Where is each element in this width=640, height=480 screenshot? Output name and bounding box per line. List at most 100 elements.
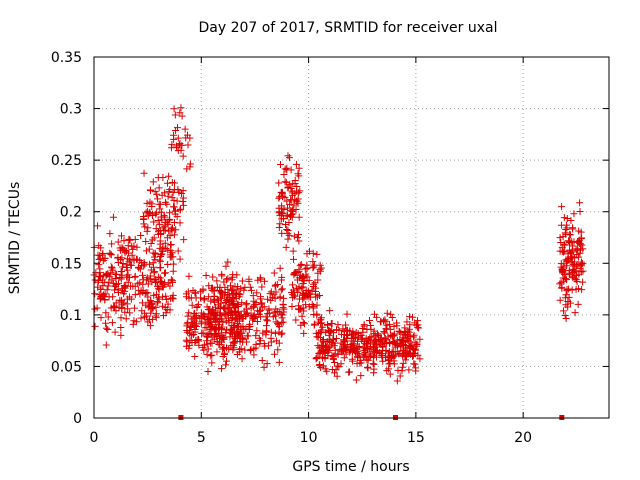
data-point bbox=[342, 347, 350, 355]
data-point bbox=[100, 271, 108, 279]
data-point bbox=[367, 352, 375, 360]
data-point bbox=[147, 297, 155, 305]
data-point bbox=[167, 295, 175, 303]
data-point bbox=[129, 320, 137, 328]
data-point bbox=[143, 227, 151, 235]
data-point bbox=[166, 251, 174, 259]
data-point bbox=[293, 234, 301, 242]
data-point bbox=[260, 363, 268, 371]
x-tick-label: 5 bbox=[197, 430, 206, 446]
data-point bbox=[390, 322, 398, 330]
data-point bbox=[241, 283, 249, 291]
data-point bbox=[257, 295, 265, 303]
data-point bbox=[91, 322, 99, 330]
data-point bbox=[116, 274, 124, 282]
data-point bbox=[185, 272, 193, 280]
data-point bbox=[288, 302, 296, 310]
data-point bbox=[221, 349, 229, 357]
data-point bbox=[207, 318, 215, 326]
data-point bbox=[137, 232, 145, 240]
data-point bbox=[149, 304, 157, 312]
data-point bbox=[364, 356, 372, 364]
data-point bbox=[138, 271, 146, 279]
data-point bbox=[396, 372, 404, 380]
data-point bbox=[104, 325, 112, 333]
data-point bbox=[304, 291, 312, 299]
data-point bbox=[176, 109, 184, 117]
data-point bbox=[334, 350, 342, 358]
data-point bbox=[176, 206, 184, 214]
data-point bbox=[386, 370, 394, 378]
data-point bbox=[222, 262, 230, 270]
y-tick-label: 0.05 bbox=[51, 359, 82, 375]
grid bbox=[94, 57, 609, 418]
x-tick-label: 15 bbox=[407, 430, 425, 446]
data-point bbox=[320, 346, 328, 354]
data-point bbox=[134, 280, 142, 288]
data-point bbox=[117, 331, 125, 339]
data-point bbox=[166, 232, 174, 240]
data-point bbox=[271, 350, 279, 358]
data-point bbox=[118, 244, 126, 252]
data-point bbox=[381, 329, 389, 337]
data-point bbox=[155, 286, 163, 294]
data-point bbox=[168, 140, 176, 148]
data-point bbox=[371, 337, 379, 345]
data-point bbox=[387, 331, 395, 339]
data-point bbox=[219, 353, 227, 361]
data-point bbox=[282, 243, 290, 251]
data-point bbox=[560, 240, 568, 248]
data-point bbox=[183, 320, 191, 328]
data-point bbox=[293, 183, 301, 191]
data-point bbox=[559, 307, 567, 315]
data-point bbox=[280, 205, 288, 213]
data-point bbox=[201, 313, 209, 321]
data-point bbox=[139, 276, 147, 284]
data-point bbox=[146, 275, 154, 283]
data-point bbox=[349, 330, 357, 338]
data-point bbox=[165, 188, 173, 196]
data-point bbox=[191, 326, 199, 334]
data-point bbox=[299, 319, 307, 327]
data-point bbox=[558, 248, 566, 256]
data-point bbox=[295, 231, 303, 239]
data-point bbox=[579, 278, 587, 286]
data-point bbox=[367, 321, 375, 329]
data-point bbox=[282, 220, 290, 228]
data-point bbox=[569, 225, 577, 233]
data-point bbox=[305, 247, 313, 255]
data-point bbox=[285, 231, 293, 239]
data-point bbox=[187, 323, 195, 331]
data-point bbox=[177, 104, 185, 112]
data-point bbox=[362, 344, 370, 352]
data-point bbox=[328, 365, 336, 373]
x-axis-label: GPS time / hours bbox=[292, 459, 409, 475]
data-point bbox=[276, 294, 284, 302]
data-point bbox=[255, 310, 263, 318]
y-tick-label: 0 bbox=[73, 411, 82, 427]
data-point bbox=[212, 316, 220, 324]
data-point bbox=[235, 293, 243, 301]
x-tick-label: 10 bbox=[300, 430, 318, 446]
data-point bbox=[353, 345, 361, 353]
data-point bbox=[103, 286, 111, 294]
data-point bbox=[199, 329, 207, 337]
data-point bbox=[313, 301, 321, 309]
data-point bbox=[409, 313, 417, 321]
data-point bbox=[255, 334, 263, 342]
data-point bbox=[207, 330, 215, 338]
data-point bbox=[196, 294, 204, 302]
data-point bbox=[124, 242, 132, 250]
data-point bbox=[150, 276, 158, 284]
data-point bbox=[275, 358, 283, 366]
axis-ticks bbox=[93, 56, 609, 419]
data-point bbox=[280, 305, 288, 313]
data-point bbox=[120, 281, 128, 289]
data-point bbox=[278, 329, 286, 337]
data-point bbox=[295, 266, 303, 274]
data-point bbox=[291, 292, 299, 300]
data-point bbox=[368, 347, 376, 355]
data-point bbox=[287, 196, 295, 204]
data-point bbox=[168, 294, 176, 302]
data-point bbox=[232, 311, 240, 319]
